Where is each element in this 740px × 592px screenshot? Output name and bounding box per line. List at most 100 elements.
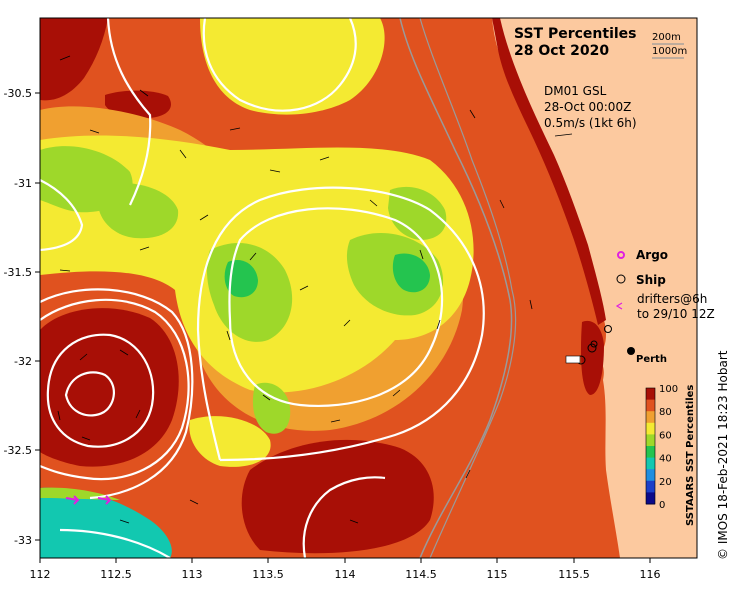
vector-arrow xyxy=(330,419,341,423)
vector-arrow xyxy=(229,127,241,131)
ship-marker xyxy=(604,325,612,333)
contour-south-2 xyxy=(59,528,171,558)
x-tick-label: 112.5 xyxy=(100,568,132,581)
contour-west xyxy=(40,179,84,252)
colorbar-segment xyxy=(646,422,655,435)
vector-arrow xyxy=(499,199,505,209)
colorbar-tick-label: 0 xyxy=(659,500,665,511)
ship-marker xyxy=(590,340,598,348)
argo-legend-label: Argo xyxy=(636,248,668,262)
depth-label-200m: 200m xyxy=(652,32,681,43)
colorbar-segment xyxy=(646,492,655,505)
vector-arrow xyxy=(139,246,150,251)
vector-arrow xyxy=(392,389,401,397)
vector-scale-label: 0.5m/s (1kt 6h) xyxy=(544,116,637,130)
contour-cyclone-inner xyxy=(228,207,444,407)
vector-arrow xyxy=(319,156,330,161)
vector-arrow xyxy=(436,319,441,330)
vector-arrow xyxy=(269,169,281,173)
x-tick-label: 115 xyxy=(487,568,508,581)
drifter-track xyxy=(97,495,112,505)
vector-scale-arrow xyxy=(554,133,573,137)
isobath-200m xyxy=(399,18,513,558)
y-tick-label: -31.5 xyxy=(4,266,32,279)
y-tick-label: -33 xyxy=(14,534,32,547)
contour-south-1 xyxy=(302,476,386,558)
colorbar-segment xyxy=(646,399,655,412)
product-name: DM01 GSL xyxy=(544,84,607,98)
warm-anomaly-north xyxy=(105,90,171,119)
colorbar: 100 80 60 40 20 0 xyxy=(645,384,678,511)
ship-legend-marker xyxy=(616,274,626,284)
vector-arrow xyxy=(135,409,141,419)
sea-level-contours xyxy=(40,18,485,558)
cool-patch-green-northeast xyxy=(388,186,447,240)
place-label-perth: Perth xyxy=(636,354,667,365)
y-axis: -30.5 -31 -31.5 -32 -32.5 -33 xyxy=(4,87,40,547)
colorbar-tick-label: 20 xyxy=(659,477,672,488)
y-tick-label: -32 xyxy=(14,355,32,368)
vector-arrow xyxy=(369,199,378,207)
colorbar-tick-label: 40 xyxy=(659,454,672,465)
current-vectors xyxy=(57,55,533,524)
colorbar-segment xyxy=(646,480,655,493)
contour-north-2 xyxy=(106,18,152,206)
y-tick-label: -31 xyxy=(14,177,32,190)
vector-arrow xyxy=(299,285,309,291)
x-tick-label: 113 xyxy=(182,568,203,581)
vector-arrow xyxy=(469,109,476,119)
warm-anomaly-northwest xyxy=(40,18,108,101)
colorbar-tick-label: 80 xyxy=(659,407,672,418)
product-time: 28-Oct 00:00Z xyxy=(544,100,631,114)
drifter-track xyxy=(65,495,80,505)
isobath-1000m xyxy=(419,18,517,558)
colorbar-segment xyxy=(646,469,655,482)
vector-arrow xyxy=(57,410,61,421)
contour-eddy-outer-2 xyxy=(40,288,194,500)
warm-patch-south xyxy=(241,439,434,554)
vector-arrow xyxy=(262,394,271,401)
vector-arrow xyxy=(343,319,351,327)
contour-eddy-mid xyxy=(46,333,155,448)
cool-band-yellow-north xyxy=(200,18,385,115)
vector-arrow xyxy=(529,299,533,310)
vector-arrow xyxy=(199,214,209,221)
colorbar-segment xyxy=(646,388,655,401)
vector-arrow xyxy=(81,436,91,441)
warm-eddy-core xyxy=(40,308,179,467)
colorbar-title: SSTAARS SST Percentiles xyxy=(685,385,696,526)
vector-arrow xyxy=(89,129,100,134)
vector-arrow xyxy=(139,89,149,97)
cool-band-yellow-south xyxy=(189,416,271,467)
x-tick-label: 114.5 xyxy=(405,568,437,581)
vector-arrow xyxy=(59,269,71,272)
coastal-warm-band xyxy=(492,18,606,325)
y-tick-label: -32.5 xyxy=(4,444,32,457)
argo-legend-marker xyxy=(617,251,625,259)
x-tick-label: 115.5 xyxy=(558,568,590,581)
contour-eddy-inner xyxy=(64,371,115,417)
cool-patch-dark-green-east xyxy=(392,253,430,293)
x-tick-label: 116 xyxy=(640,568,661,581)
ship-marker xyxy=(587,343,597,353)
contour-cyclone-outer xyxy=(196,186,485,462)
vector-arrow xyxy=(226,330,231,341)
vector-arrow xyxy=(419,249,424,260)
ship-legend-label: Ship xyxy=(636,273,666,287)
colorbar-segment xyxy=(646,457,655,470)
credit-text: © IMOS 18-Feb-2021 18:23 Hobart xyxy=(716,350,730,560)
vector-arrow xyxy=(465,469,471,479)
vector-arrow xyxy=(79,353,88,361)
vector-arrow xyxy=(59,55,71,61)
vector-arrow xyxy=(179,149,187,159)
colorbar-segment xyxy=(646,434,655,447)
x-tick-label: 112 xyxy=(30,568,51,581)
colorbar-segment xyxy=(646,411,655,424)
colorbar-segment xyxy=(646,446,655,459)
vector-arrow xyxy=(249,252,257,261)
plot-frame xyxy=(39,17,698,559)
colorbar-frame xyxy=(645,387,656,505)
cold-patch-southwest xyxy=(40,487,172,558)
coastal-warm-band-south xyxy=(580,320,604,395)
